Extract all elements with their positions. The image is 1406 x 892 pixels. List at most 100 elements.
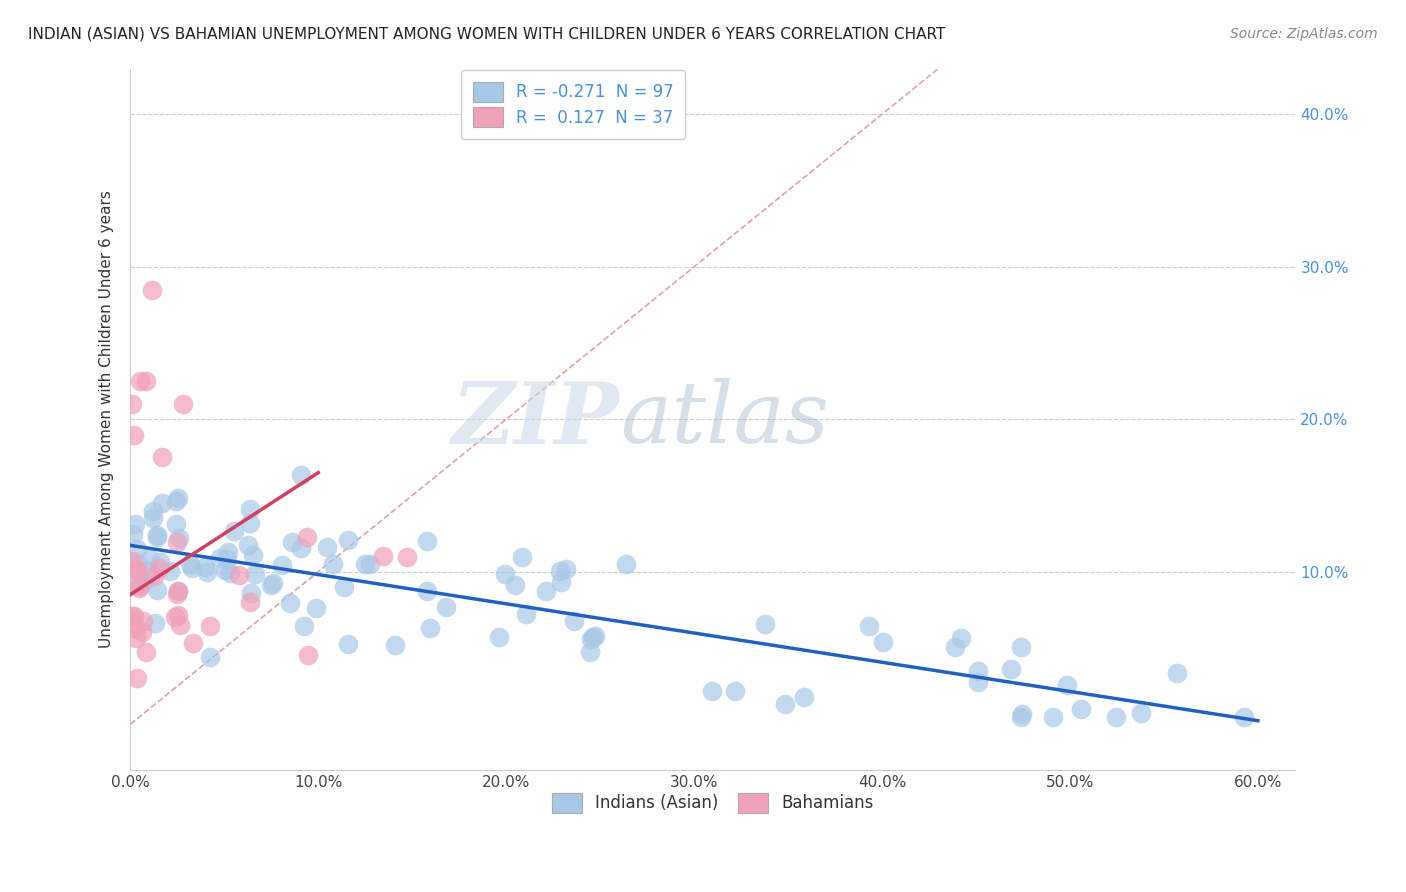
Point xyxy=(967,675,990,690)
Point xyxy=(419,621,441,635)
Point xyxy=(1166,665,1188,680)
Point xyxy=(209,550,232,565)
Point xyxy=(143,569,166,583)
Point xyxy=(125,621,148,635)
Point xyxy=(238,538,260,552)
Point xyxy=(322,558,344,572)
Point xyxy=(179,557,201,571)
Point xyxy=(1010,709,1032,723)
Point xyxy=(1011,706,1033,721)
Point xyxy=(488,631,510,645)
Point xyxy=(240,586,263,600)
Point xyxy=(122,526,145,541)
Point xyxy=(614,557,637,571)
Point xyxy=(281,535,304,549)
Point xyxy=(416,584,439,599)
Point xyxy=(128,573,150,587)
Point xyxy=(384,639,406,653)
Point xyxy=(724,684,747,698)
Point xyxy=(510,550,533,565)
Point xyxy=(228,568,250,582)
Point xyxy=(1056,678,1078,692)
Point xyxy=(139,552,162,566)
Point xyxy=(1130,706,1153,720)
Point xyxy=(181,561,204,575)
Point xyxy=(165,494,187,508)
Point xyxy=(494,567,516,582)
Point xyxy=(295,530,318,544)
Point xyxy=(125,564,148,578)
Point xyxy=(124,609,146,624)
Point xyxy=(239,502,262,516)
Point xyxy=(142,511,165,525)
Text: ZIP: ZIP xyxy=(451,377,620,461)
Point xyxy=(127,557,149,571)
Legend: Indians (Asian), Bahamians: Indians (Asian), Bahamians xyxy=(540,781,886,825)
Point xyxy=(754,617,776,632)
Point xyxy=(943,640,966,654)
Point xyxy=(214,563,236,577)
Point xyxy=(150,496,173,510)
Point xyxy=(278,596,301,610)
Point xyxy=(124,517,146,532)
Point xyxy=(290,541,312,556)
Point xyxy=(167,491,190,505)
Text: atlas: atlas xyxy=(620,378,828,460)
Point xyxy=(131,624,153,639)
Point xyxy=(128,581,150,595)
Point xyxy=(582,630,605,644)
Point xyxy=(145,530,167,544)
Point xyxy=(128,579,150,593)
Point xyxy=(1011,640,1033,654)
Point xyxy=(169,617,191,632)
Point xyxy=(169,531,191,545)
Point xyxy=(167,608,190,623)
Point xyxy=(336,533,359,548)
Point xyxy=(121,608,143,623)
Point xyxy=(242,549,264,563)
Point xyxy=(194,559,217,574)
Point xyxy=(333,580,356,594)
Y-axis label: Unemployment Among Women with Children Under 6 years: Unemployment Among Women with Children U… xyxy=(100,190,114,648)
Point xyxy=(215,552,238,566)
Point xyxy=(124,562,146,576)
Point xyxy=(181,635,204,649)
Point xyxy=(167,584,190,599)
Point xyxy=(793,690,815,704)
Point xyxy=(122,427,145,442)
Point xyxy=(135,645,157,659)
Point xyxy=(243,566,266,581)
Point xyxy=(1042,709,1064,723)
Point xyxy=(150,450,173,465)
Point xyxy=(950,631,973,645)
Point xyxy=(172,397,194,411)
Point xyxy=(239,516,262,531)
Point xyxy=(292,619,315,633)
Point xyxy=(121,554,143,568)
Point xyxy=(858,619,880,633)
Point xyxy=(336,637,359,651)
Point xyxy=(354,557,377,571)
Point xyxy=(122,615,145,630)
Point xyxy=(127,671,149,685)
Point xyxy=(200,650,222,665)
Point xyxy=(583,629,606,643)
Point xyxy=(305,601,328,615)
Text: INDIAN (ASIAN) VS BAHAMIAN UNEMPLOYMENT AMONG WOMEN WITH CHILDREN UNDER 6 YEARS : INDIAN (ASIAN) VS BAHAMIAN UNEMPLOYMENT … xyxy=(28,27,945,42)
Point xyxy=(132,614,155,628)
Point xyxy=(159,564,181,578)
Point xyxy=(132,575,155,590)
Point xyxy=(503,578,526,592)
Point xyxy=(239,595,262,609)
Point xyxy=(167,584,190,599)
Point xyxy=(142,504,165,518)
Point xyxy=(146,583,169,598)
Point xyxy=(434,600,457,615)
Point xyxy=(555,562,578,576)
Point xyxy=(1105,709,1128,723)
Point xyxy=(297,648,319,662)
Point xyxy=(578,645,600,659)
Point xyxy=(148,561,170,575)
Point xyxy=(290,468,312,483)
Point xyxy=(415,534,437,549)
